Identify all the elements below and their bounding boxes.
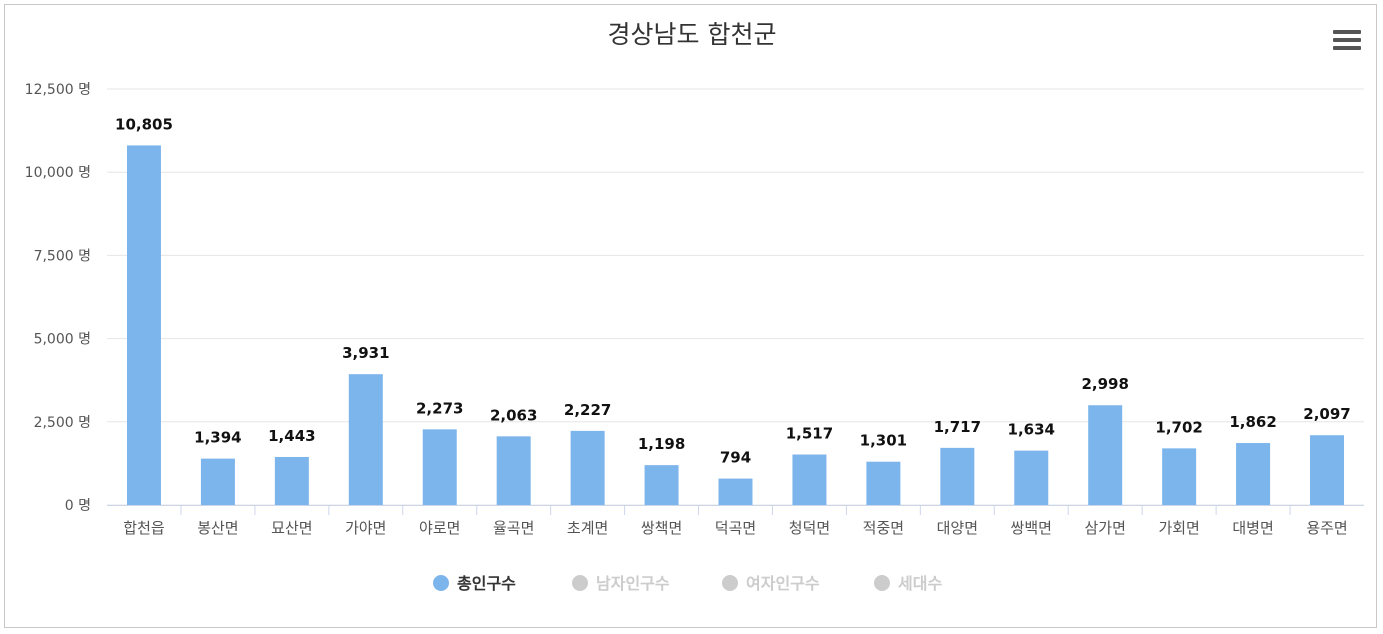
bar[interactable] (496, 436, 531, 505)
bar[interactable] (126, 145, 161, 505)
x-tick-label: 봉산면 (197, 519, 238, 537)
bar[interactable] (570, 430, 605, 505)
data-label: 1,702 (1155, 418, 1202, 436)
y-tick-label: 10,000 명 (25, 165, 91, 181)
legend-marker (874, 575, 890, 591)
x-tick-label: 삼가면 (1085, 519, 1126, 537)
data-label: 3,931 (342, 344, 389, 362)
bar[interactable] (940, 447, 975, 505)
x-tick-label: 가회면 (1158, 519, 1199, 537)
data-label: 1,634 (1008, 421, 1055, 439)
bar[interactable] (274, 456, 309, 505)
legend-item[interactable]: 남자인구수 (572, 574, 670, 593)
x-tick-label: 적중면 (863, 519, 904, 537)
bar[interactable] (348, 374, 383, 505)
bar[interactable] (644, 465, 679, 505)
bar[interactable] (1236, 443, 1271, 505)
y-tick-label: 7,500 명 (34, 248, 91, 264)
bar[interactable] (1310, 435, 1345, 505)
x-tick-label: 율곡면 (493, 519, 534, 537)
legend: 총인구수 남자인구수 여자인구수 세대수 (433, 574, 942, 593)
y-tick-label: 12,500 명 (25, 82, 91, 98)
data-labels: 10,805 1,394 1,443 3,931 2,273 2,063 2,227 1,19… (115, 115, 1351, 466)
x-tick-label: 대병면 (1232, 519, 1273, 537)
y-tick-label: 5,000 명 (34, 332, 91, 348)
x-tick-label: 쌍책면 (641, 519, 682, 537)
bar[interactable] (1014, 450, 1049, 505)
legend-item[interactable]: 총인구수 (433, 574, 516, 593)
bar[interactable] (866, 461, 901, 505)
legend-item[interactable]: 여자인구수 (722, 574, 820, 593)
data-label: 1,517 (786, 425, 833, 443)
data-label: 10,805 (115, 115, 173, 133)
data-label: 1,862 (1229, 413, 1276, 431)
data-label: 1,443 (268, 427, 315, 445)
x-tick-label: 묘산면 (271, 519, 312, 537)
bar[interactable] (792, 454, 827, 505)
data-label: 1,394 (194, 429, 241, 447)
bar[interactable] (718, 478, 753, 505)
data-label: 2,273 (416, 399, 463, 417)
data-label: 2,227 (564, 401, 611, 419)
x-axis: 합천읍 봉산면 묘산면 가야면 야로면 율곡면 초계면 쌍책면 덕곡면 청덕면 적중면 대양면 쌍백면 삼… (107, 505, 1364, 537)
y-axis: 0 명 2,500 명 5,000 명 7,500 명 10,000 명 12,500 명 (25, 82, 91, 514)
legend-label: 총인구수 (457, 574, 516, 593)
chart: 경상남도 합천군 0 명 2,500 명 5,000 명 7,500 명 10,000 … (25, 20, 1368, 593)
x-tick-label: 초계면 (567, 519, 608, 537)
data-label: 1,717 (934, 418, 981, 436)
x-tick-label: 가야면 (345, 519, 386, 537)
bar[interactable] (200, 458, 235, 505)
chart-container: 경상남도 합천군 0 명 2,500 명 5,000 명 7,500 명 10,000 … (4, 4, 1377, 628)
data-label: 2,063 (490, 406, 537, 424)
legend-marker (722, 575, 738, 591)
legend-item[interactable]: 세대수 (874, 574, 942, 593)
bar[interactable] (1162, 448, 1197, 505)
data-label: 2,998 (1081, 375, 1128, 393)
x-tick-label: 쌍백면 (1011, 519, 1052, 537)
legend-label: 세대수 (898, 574, 942, 593)
y-tick-label: 2,500 명 (34, 415, 91, 431)
legend-marker (433, 575, 449, 591)
legend-marker (572, 575, 588, 591)
legend-label: 남자인구수 (596, 574, 670, 593)
chart-title: 경상남도 합천군 (608, 20, 777, 49)
bars (126, 145, 1345, 505)
x-tick-label: 덕곡면 (715, 519, 756, 537)
x-tick-label: 야로면 (419, 519, 460, 537)
x-tick-label: 합천읍 (123, 519, 164, 537)
data-label: 794 (720, 449, 751, 467)
x-tick-label: 대양면 (937, 519, 978, 537)
y-tick-label: 0 명 (65, 498, 91, 514)
bar[interactable] (1088, 405, 1123, 505)
data-label: 1,198 (638, 435, 685, 453)
bar[interactable] (422, 429, 457, 505)
data-label: 2,097 (1303, 405, 1350, 423)
legend-label: 여자인구수 (746, 574, 820, 593)
x-tick-label: 용주면 (1306, 519, 1347, 537)
menu-icon[interactable] (1330, 25, 1368, 53)
data-label: 1,301 (860, 432, 907, 450)
x-tick-label: 청덕면 (789, 519, 830, 537)
